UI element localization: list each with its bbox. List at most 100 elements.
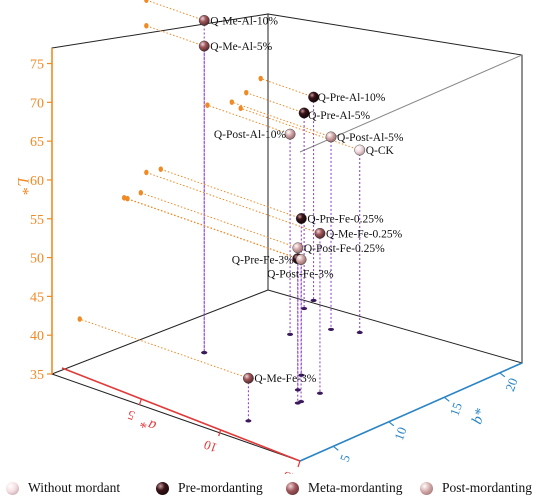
wall-marker-q-pre-al-5 <box>244 89 249 96</box>
wall-projections <box>77 0 360 379</box>
point-label-q-pre-fe-0-25: Q-Pre-Fe-0.25% <box>307 213 384 225</box>
legend: Without mordant Pre-mordanting Meta-mord… <box>0 474 550 503</box>
floor-marker-q-me-fe-3 <box>245 419 252 423</box>
wall-marker-q-me-fe-0-25 <box>144 169 149 176</box>
floor-marker-q-me-al-5 <box>201 351 208 355</box>
wall-projection-line-q-me-fe-0-25 <box>146 171 321 234</box>
L-axis-label: L* <box>14 177 31 195</box>
wall-marker-q-me-al-10 <box>144 0 149 3</box>
legend-item-meta-mordanting: Meta-mordanting <box>286 480 402 496</box>
a-tick-mark <box>218 429 222 437</box>
point-q-post-fe-3 <box>295 254 307 265</box>
point-label-q-post-fe-0-25: Q-Post-Fe-0.25% <box>304 243 385 255</box>
L-tick-label: 35 <box>30 368 44 383</box>
point-label-q-me-fe-3: Q-Me-Fe-3% <box>254 373 316 385</box>
point-label-q-pre-al-5: Q-Pre-Al-5% <box>308 110 370 122</box>
point-q-pre-al-10 <box>308 91 319 103</box>
wall-projection-line-q-post-al-10 <box>207 104 291 135</box>
legend-item-without-mordant: Without mordant <box>6 480 120 496</box>
wall-projection-line-q-post-fe-3 <box>127 198 302 261</box>
a-axis-label: a* <box>138 414 158 434</box>
a-axis: 5 10 15 a* <box>61 367 301 474</box>
a-tick-mark <box>138 398 142 406</box>
chart-3d-scatter: 35 40 45 50 55 60 65 70 75 L* 5 10 15 a* 5 10 15 20 b… <box>14 0 523 474</box>
b-tick-mark <box>388 421 395 427</box>
point-q-me-al-5 <box>198 40 210 52</box>
floor-edge-front-left <box>51 373 301 462</box>
front-edge-right <box>299 54 523 153</box>
b-axis: 5 10 15 20 b* <box>299 362 523 464</box>
b-axis-label: b* <box>469 406 489 426</box>
floor-marker-q-ck <box>356 330 363 335</box>
point-q-pre-fe-0-25 <box>295 213 307 224</box>
wall-marker-q-me-fe-3 <box>77 316 82 322</box>
wall-projection-line-q-me-al-10 <box>146 0 205 21</box>
L-tick-label: 50 <box>30 252 44 267</box>
legend-label: Meta-mordanting <box>308 480 403 495</box>
legend-label: Post-mordanting <box>442 480 532 495</box>
point-q-me-fe-3 <box>242 372 254 384</box>
L-tick-label: 45 <box>30 290 44 305</box>
legend-marker <box>6 481 19 495</box>
wall-projection-line-q-ck <box>240 107 360 151</box>
point-label-q-me-al-10: Q-Me-Al-10% <box>210 15 278 27</box>
legend-marker <box>420 481 433 495</box>
wall-marker-q-post-fe-0-25 <box>138 189 143 196</box>
b-tick-label: 15 <box>447 400 466 417</box>
wall-marker-q-post-al-5 <box>229 99 235 105</box>
point-label-q-pre-fe-3: Q-Pre-Fe-3% <box>232 255 294 267</box>
drop-lines <box>201 20 363 423</box>
legend-marker <box>156 481 169 495</box>
L-tick-label: 75 <box>30 58 44 73</box>
point-q-pre-al-5 <box>298 107 310 119</box>
floor-marker-q-post-al-10 <box>287 332 294 336</box>
floor-marker-q-pre-fe-0-25 <box>298 373 305 377</box>
L-axis: 35 40 45 50 55 60 65 70 75 L* <box>14 48 53 383</box>
wall-projection-line-q-post-fe-0-25 <box>140 192 299 249</box>
L-tick-label: 40 <box>30 329 44 344</box>
point-q-post-al-5 <box>325 131 337 143</box>
L-tick-label: 70 <box>30 96 44 111</box>
floor-marker-q-post-fe-0-25 <box>294 388 301 392</box>
floor-marker-q-post-al-5 <box>328 327 335 332</box>
wall-projection-line-q-pre-al-10 <box>260 78 314 98</box>
floor-marker-q-pre-al-5 <box>301 306 308 311</box>
point-label-q-post-fe-3: Q-Post-Fe-3% <box>267 269 334 281</box>
L-tick-label: 60 <box>30 174 44 189</box>
floor-marker-q-post-fe-3 <box>298 399 305 404</box>
point-q-post-al-10 <box>284 128 296 140</box>
data-points <box>198 15 366 384</box>
a-tick-label: 15 <box>281 468 298 474</box>
L-tick-label: 65 <box>30 135 44 150</box>
wall-projection-line-q-post-al-5 <box>231 101 332 138</box>
legend-marker <box>286 481 299 495</box>
b-tick-label: 20 <box>502 376 521 393</box>
wall-marker-q-me-al-5 <box>144 22 149 29</box>
wall-projection-line-q-pre-fe-0-25 <box>160 168 302 219</box>
legend-label: Pre-mordanting <box>178 480 263 495</box>
b-tick-label: 10 <box>391 425 410 442</box>
b-tick-mark <box>499 372 506 378</box>
L-tick-label: 55 <box>30 213 44 228</box>
wall-marker-q-pre-al-10 <box>258 75 263 82</box>
point-label-q-post-al-10: Q-Post-Al-10% <box>214 129 287 141</box>
wall-marker-q-post-fe-3 <box>125 195 130 202</box>
wall-marker-q-ck <box>238 105 243 112</box>
point-label-q-me-al-5: Q-Me-Al-5% <box>210 41 272 53</box>
b-tick-mark <box>443 396 450 402</box>
back-wall-right <box>267 13 523 364</box>
point-q-me-al-10 <box>198 15 210 26</box>
wall-marker-q-post-al-10 <box>205 102 210 108</box>
floor-marker-q-me-fe-0-25 <box>316 391 323 395</box>
floor-marker-q-pre-al-10 <box>310 298 317 303</box>
a-tick-label: 10 <box>202 437 219 456</box>
wall-projection-line-q-me-fe-3 <box>79 318 249 379</box>
point-label-q-post-al-5: Q-Post-Al-5% <box>337 132 404 144</box>
point-label-q-me-fe-0-25: Q-Me-Fe-0.25% <box>326 228 403 240</box>
legend-item-post-mordanting: Post-mordanting <box>420 480 532 496</box>
wall-marker-q-pre-fe-0-25 <box>158 166 163 172</box>
b-tick-label: 5 <box>337 453 353 464</box>
wall-marker-q-pre-fe-3 <box>121 194 127 201</box>
point-label-q-pre-al-10: Q-Pre-Al-10% <box>318 92 386 104</box>
a-tick-label: 5 <box>126 407 137 423</box>
